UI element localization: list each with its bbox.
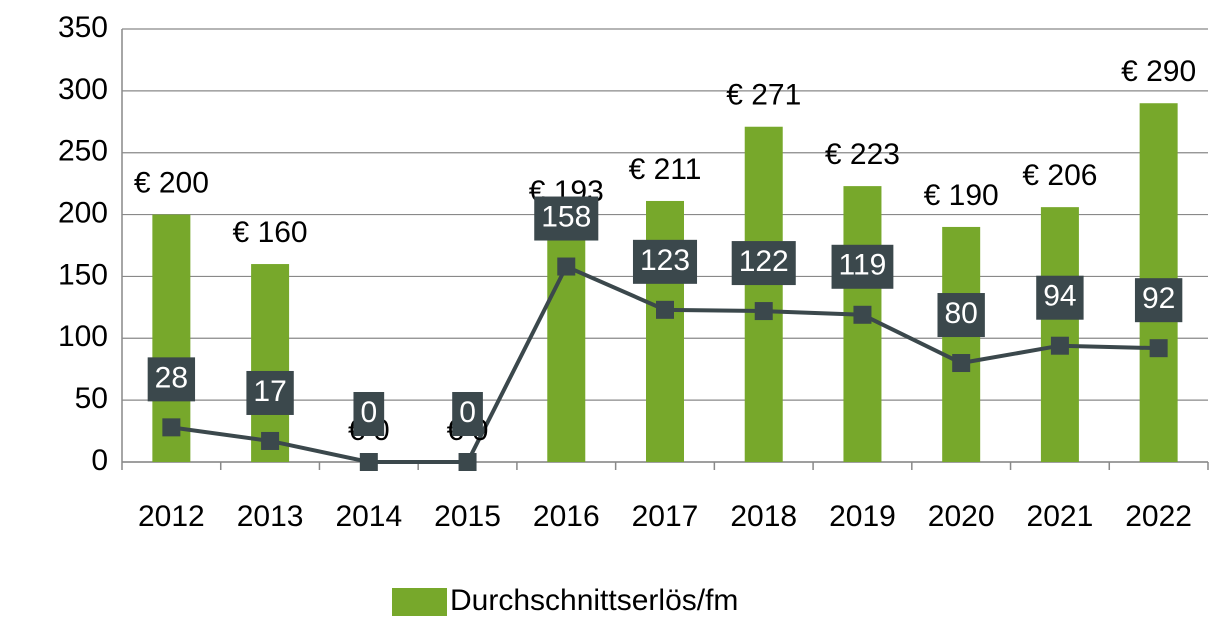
- data-label: 28: [155, 361, 188, 394]
- legend-swatch: [392, 588, 447, 616]
- y-tick-label: 0: [91, 444, 108, 477]
- line-marker: [162, 418, 181, 437]
- data-label-box: [731, 241, 796, 286]
- x-tick-label: 2019: [829, 500, 896, 533]
- x-tick-label: 2015: [434, 500, 501, 533]
- data-label: 94: [1043, 280, 1076, 313]
- x-tick-label: 2013: [237, 500, 304, 533]
- data-label-box: [937, 293, 985, 338]
- x-tick-label: 2014: [335, 500, 402, 533]
- data-label: € 223: [825, 138, 900, 171]
- data-label-box: [452, 392, 483, 436]
- data-label: 0: [360, 396, 377, 429]
- data-label-box: [632, 239, 698, 284]
- line-marker: [853, 305, 872, 324]
- y-tick-label: 50: [75, 382, 108, 415]
- data-label: € 190: [924, 179, 999, 212]
- bar: [251, 264, 290, 462]
- line-marker: [1050, 336, 1069, 355]
- bar: [942, 226, 981, 462]
- data-label-box: [246, 370, 294, 415]
- data-label: € 200: [134, 166, 209, 199]
- data-label: € 211: [629, 153, 702, 186]
- legend-label: Durchschnittserlös/fm: [450, 584, 738, 617]
- data-label: 122: [739, 245, 789, 278]
- data-label-box: [1134, 278, 1183, 323]
- line-marker: [952, 354, 971, 373]
- data-label-box: [534, 196, 599, 241]
- data-label: € 206: [1022, 159, 1097, 192]
- x-tick-label: 2012: [138, 500, 205, 533]
- y-tick-label: 300: [58, 73, 108, 106]
- data-label: 92: [1142, 282, 1175, 315]
- data-label: 158: [541, 200, 591, 233]
- y-tick-label: 200: [58, 196, 108, 229]
- y-tick-label: 350: [58, 11, 108, 44]
- data-label: € 271: [726, 79, 801, 112]
- data-label: € 290: [1121, 55, 1196, 88]
- bar: [744, 126, 783, 462]
- data-label-box: [1036, 275, 1084, 320]
- line-marker: [261, 431, 280, 450]
- line-marker: [359, 453, 378, 471]
- data-label-box: [353, 392, 385, 436]
- data-label: 119: [839, 249, 887, 282]
- data-label: € 160: [233, 216, 308, 249]
- bar: [843, 186, 882, 463]
- data-label-box: [147, 357, 196, 402]
- y-tick-label: 150: [58, 258, 108, 291]
- line-marker: [656, 300, 674, 319]
- line-marker: [754, 302, 773, 321]
- data-label: 123: [640, 244, 690, 277]
- data-label: 17: [253, 375, 286, 408]
- data-label: 80: [944, 297, 977, 330]
- line-marker: [557, 257, 576, 276]
- data-label: 0: [459, 396, 476, 429]
- x-tick-label: 2016: [533, 500, 600, 533]
- y-tick-label: 100: [58, 320, 108, 353]
- bar: [1040, 207, 1079, 462]
- x-tick-label: 2017: [632, 500, 699, 533]
- x-tick-label: 2020: [928, 500, 995, 533]
- x-tick-label: 2022: [1125, 500, 1192, 533]
- data-label-box: [831, 244, 894, 289]
- line-marker: [458, 453, 477, 471]
- x-tick-label: 2021: [1027, 500, 1094, 533]
- y-tick-label: 250: [58, 135, 108, 168]
- x-tick-label: 2018: [730, 500, 797, 533]
- line-marker: [1149, 339, 1168, 358]
